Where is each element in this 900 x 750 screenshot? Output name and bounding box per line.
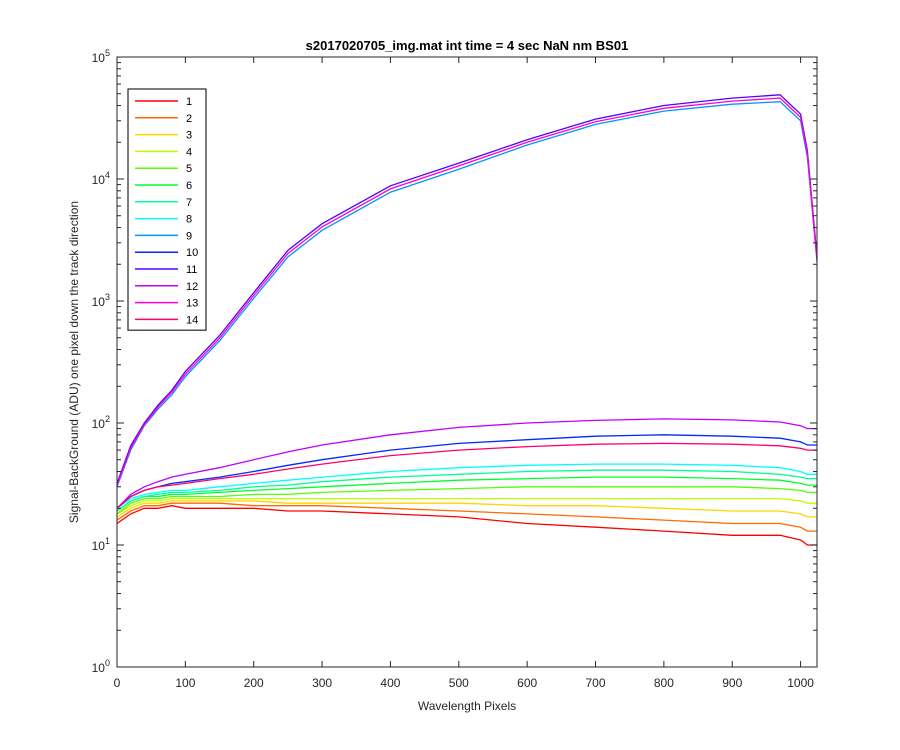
axes-box bbox=[116, 56, 818, 668]
legend-label-5: 5 bbox=[186, 163, 192, 175]
plot-area bbox=[117, 57, 817, 667]
y-tick-label: 105 bbox=[92, 48, 110, 65]
series-line-4 bbox=[116, 497, 817, 515]
x-tick-label: 400 bbox=[380, 676, 400, 690]
y-axis-label: Signal-BackGround (ADU) one pixel down t… bbox=[67, 201, 81, 523]
legend-label-14: 14 bbox=[186, 314, 198, 326]
series-line-1 bbox=[116, 505, 817, 546]
series-line-8 bbox=[116, 463, 817, 509]
series-line-13 bbox=[116, 97, 818, 486]
legend-label-2: 2 bbox=[186, 113, 192, 125]
series-line-9 bbox=[116, 101, 818, 488]
legend-box bbox=[127, 88, 207, 331]
legend-label-9: 9 bbox=[186, 230, 192, 242]
legend-label-12: 12 bbox=[186, 281, 198, 293]
x-tick-label: 1000 bbox=[787, 676, 814, 690]
y-tick-label: 100 bbox=[92, 658, 110, 675]
y-tick-label: 104 bbox=[92, 170, 110, 187]
series-line-2 bbox=[116, 502, 817, 532]
x-tick-label: 600 bbox=[517, 676, 537, 690]
chart-title: s2017020705_img.mat int time = 4 sec NaN… bbox=[306, 38, 629, 53]
legend-label-1: 1 bbox=[186, 96, 192, 108]
legend-label-11: 11 bbox=[186, 264, 197, 276]
x-tick-label: 800 bbox=[654, 676, 674, 690]
legend-label-8: 8 bbox=[186, 214, 192, 226]
y-tick-label: 101 bbox=[92, 536, 110, 553]
x-tick-label: 300 bbox=[312, 676, 332, 690]
y-tick-label: 102 bbox=[92, 414, 110, 431]
y-tick-label: 103 bbox=[92, 292, 110, 309]
legend-label-4: 4 bbox=[186, 146, 192, 158]
series-line-6 bbox=[116, 476, 817, 512]
legend-label-7: 7 bbox=[186, 197, 192, 209]
x-tick-label: 0 bbox=[114, 676, 121, 690]
x-tick-label: 100 bbox=[175, 676, 195, 690]
series-line-14 bbox=[116, 442, 817, 509]
legend-label-6: 6 bbox=[186, 180, 192, 192]
series-line-12 bbox=[116, 418, 817, 509]
x-tick-label: 900 bbox=[722, 676, 742, 690]
series-layer bbox=[116, 94, 818, 546]
legend-label-10: 10 bbox=[186, 247, 198, 259]
series-line-7 bbox=[116, 469, 817, 512]
x-tick-label: 200 bbox=[244, 676, 264, 690]
series-line-3 bbox=[116, 500, 817, 518]
legend-label-13: 13 bbox=[186, 298, 198, 310]
series-line-11 bbox=[116, 94, 818, 484]
x-axis-label: Wavelength Pixels bbox=[418, 699, 516, 713]
x-tick-label: 500 bbox=[449, 676, 469, 690]
x-tick-label: 700 bbox=[586, 676, 606, 690]
axes-layer: 0 100 200 300 400 500 600 700 800 900 100010010110… bbox=[92, 48, 818, 690]
legend-label-3: 3 bbox=[186, 130, 192, 142]
series-line-5 bbox=[116, 486, 817, 515]
